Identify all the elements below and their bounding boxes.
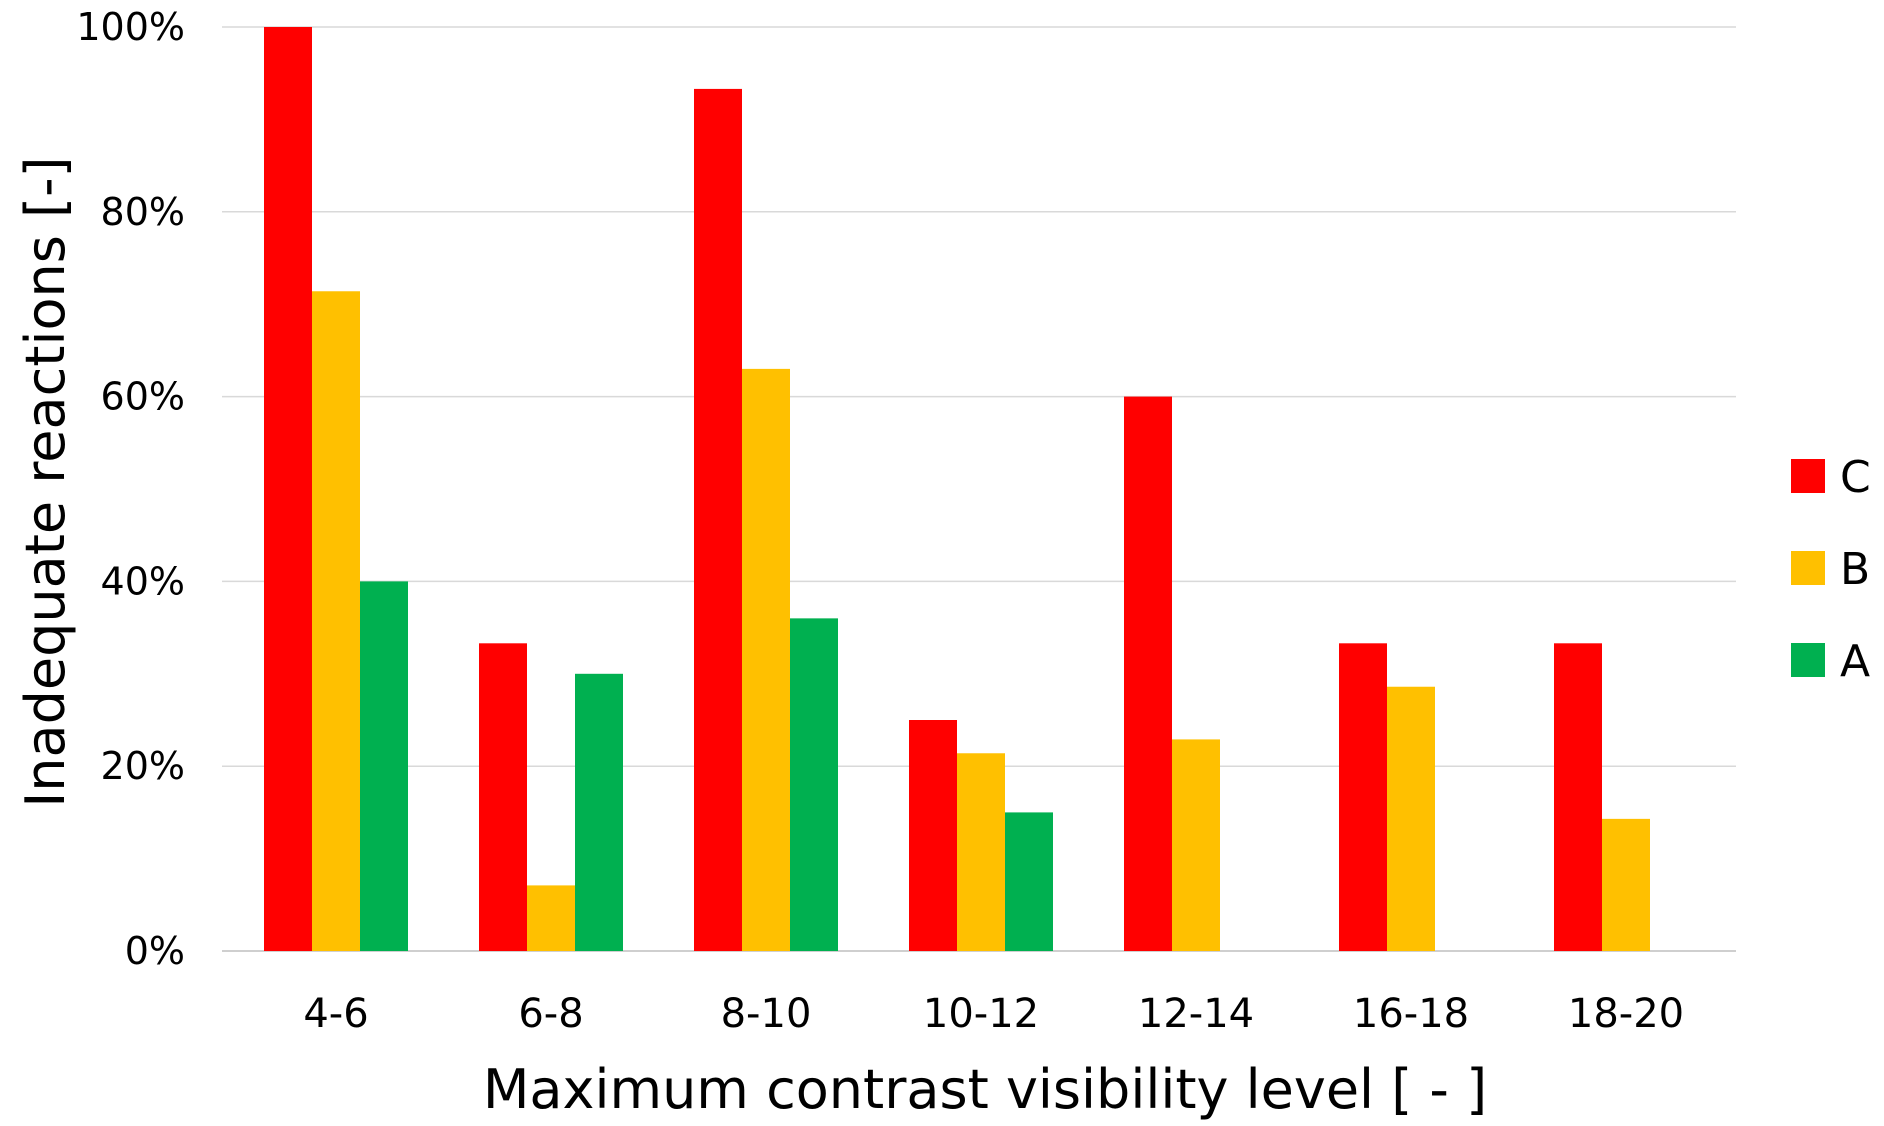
y-tick-label: 40% (101, 559, 185, 603)
y-tick-label: 80% (101, 190, 185, 234)
x-category-label: 16-18 (1353, 991, 1469, 1037)
x-category-label: 12-14 (1138, 991, 1254, 1037)
bar-b-16-18 (1387, 686, 1435, 951)
gridlines (222, 26, 1736, 952)
bar-c-4-6 (264, 27, 312, 951)
bar-c-10-12 (909, 720, 957, 951)
y-axis-title: Inadequate reactions [-] (14, 156, 77, 807)
bar-a-8-10 (790, 618, 838, 951)
legend-swatch-b (1791, 551, 1825, 585)
bar-c-16-18 (1339, 643, 1387, 951)
bar-c-8-10 (694, 88, 742, 951)
bar-a-4-6 (360, 581, 408, 951)
bar-b-10-12 (957, 753, 1005, 951)
x-category-label: 6-8 (518, 991, 583, 1037)
x-category-label: 8-10 (721, 991, 812, 1037)
bar-b-6-8 (527, 885, 575, 951)
bar-b-18-20 (1602, 818, 1650, 951)
bar-b-8-10 (742, 368, 790, 951)
legend-label-b: B (1840, 544, 1870, 595)
bars (264, 27, 1650, 952)
x-axis-title: Maximum contrast visibility level [ - ] (483, 1058, 1487, 1121)
bar-c-6-8 (479, 643, 527, 951)
legend-swatch-c (1791, 459, 1825, 493)
y-axis-ticks: 0% 20% 40% 60% 80% 100% (76, 5, 185, 973)
legend-swatch-a (1791, 643, 1825, 677)
legend: CBA (1791, 452, 1871, 687)
bar-a-10-12 (1005, 812, 1053, 951)
bar-b-4-6 (312, 291, 360, 951)
legend-label-a: A (1840, 636, 1870, 687)
x-category-label: 18-20 (1568, 991, 1684, 1037)
y-tick-label: 0% (125, 929, 185, 973)
bar-a-6-8 (575, 673, 623, 951)
y-tick-label: 20% (101, 744, 185, 788)
y-tick-label: 100% (76, 5, 185, 49)
x-category-label: 4-6 (303, 991, 368, 1037)
bar-c-18-20 (1554, 643, 1602, 951)
bar-c-12-14 (1124, 396, 1172, 952)
x-category-label: 10-12 (923, 991, 1039, 1037)
legend-label-c: C (1840, 452, 1871, 503)
x-axis-categories: 4-6 6-8 8-10 10-12 12-14 16-18 18-20 (303, 991, 1684, 1037)
y-tick-label: 60% (101, 375, 185, 419)
bar-b-12-14 (1172, 739, 1220, 951)
